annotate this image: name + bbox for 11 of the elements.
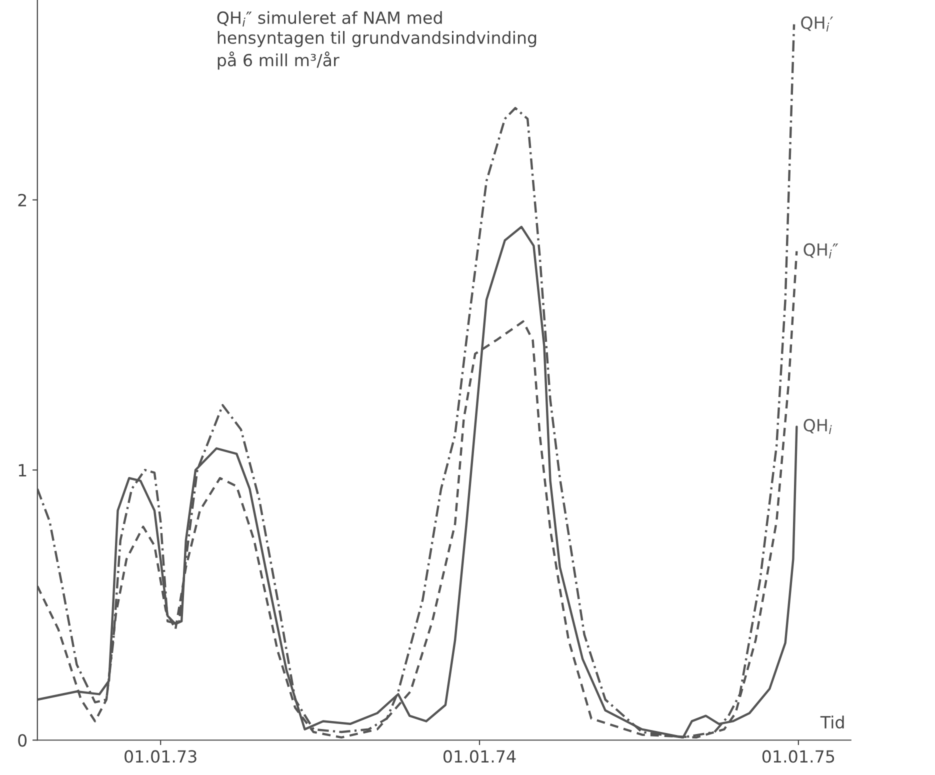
y-tick-label: 1	[18, 464, 26, 476]
series-label: QH$_{i}$″	[804, 243, 838, 258]
y-tick-label: 0	[18, 734, 27, 747]
x-tick-label: 01.01.73	[124, 750, 196, 763]
annotation: QH$_{i}$″ simuleret af NAM med hensyntagen til grundvandsindvinding på 6 mill m³/år	[217, 11, 536, 70]
x-axis-title: Tid	[820, 716, 844, 729]
series-label: QH$_{i}$	[804, 418, 832, 434]
x-tick-label: 01.01.74	[444, 750, 516, 763]
series-label: QH$_{i}$′	[801, 16, 834, 32]
x-tick-label: 01.01.75	[762, 750, 834, 763]
y-tick-label: 2	[18, 194, 26, 206]
